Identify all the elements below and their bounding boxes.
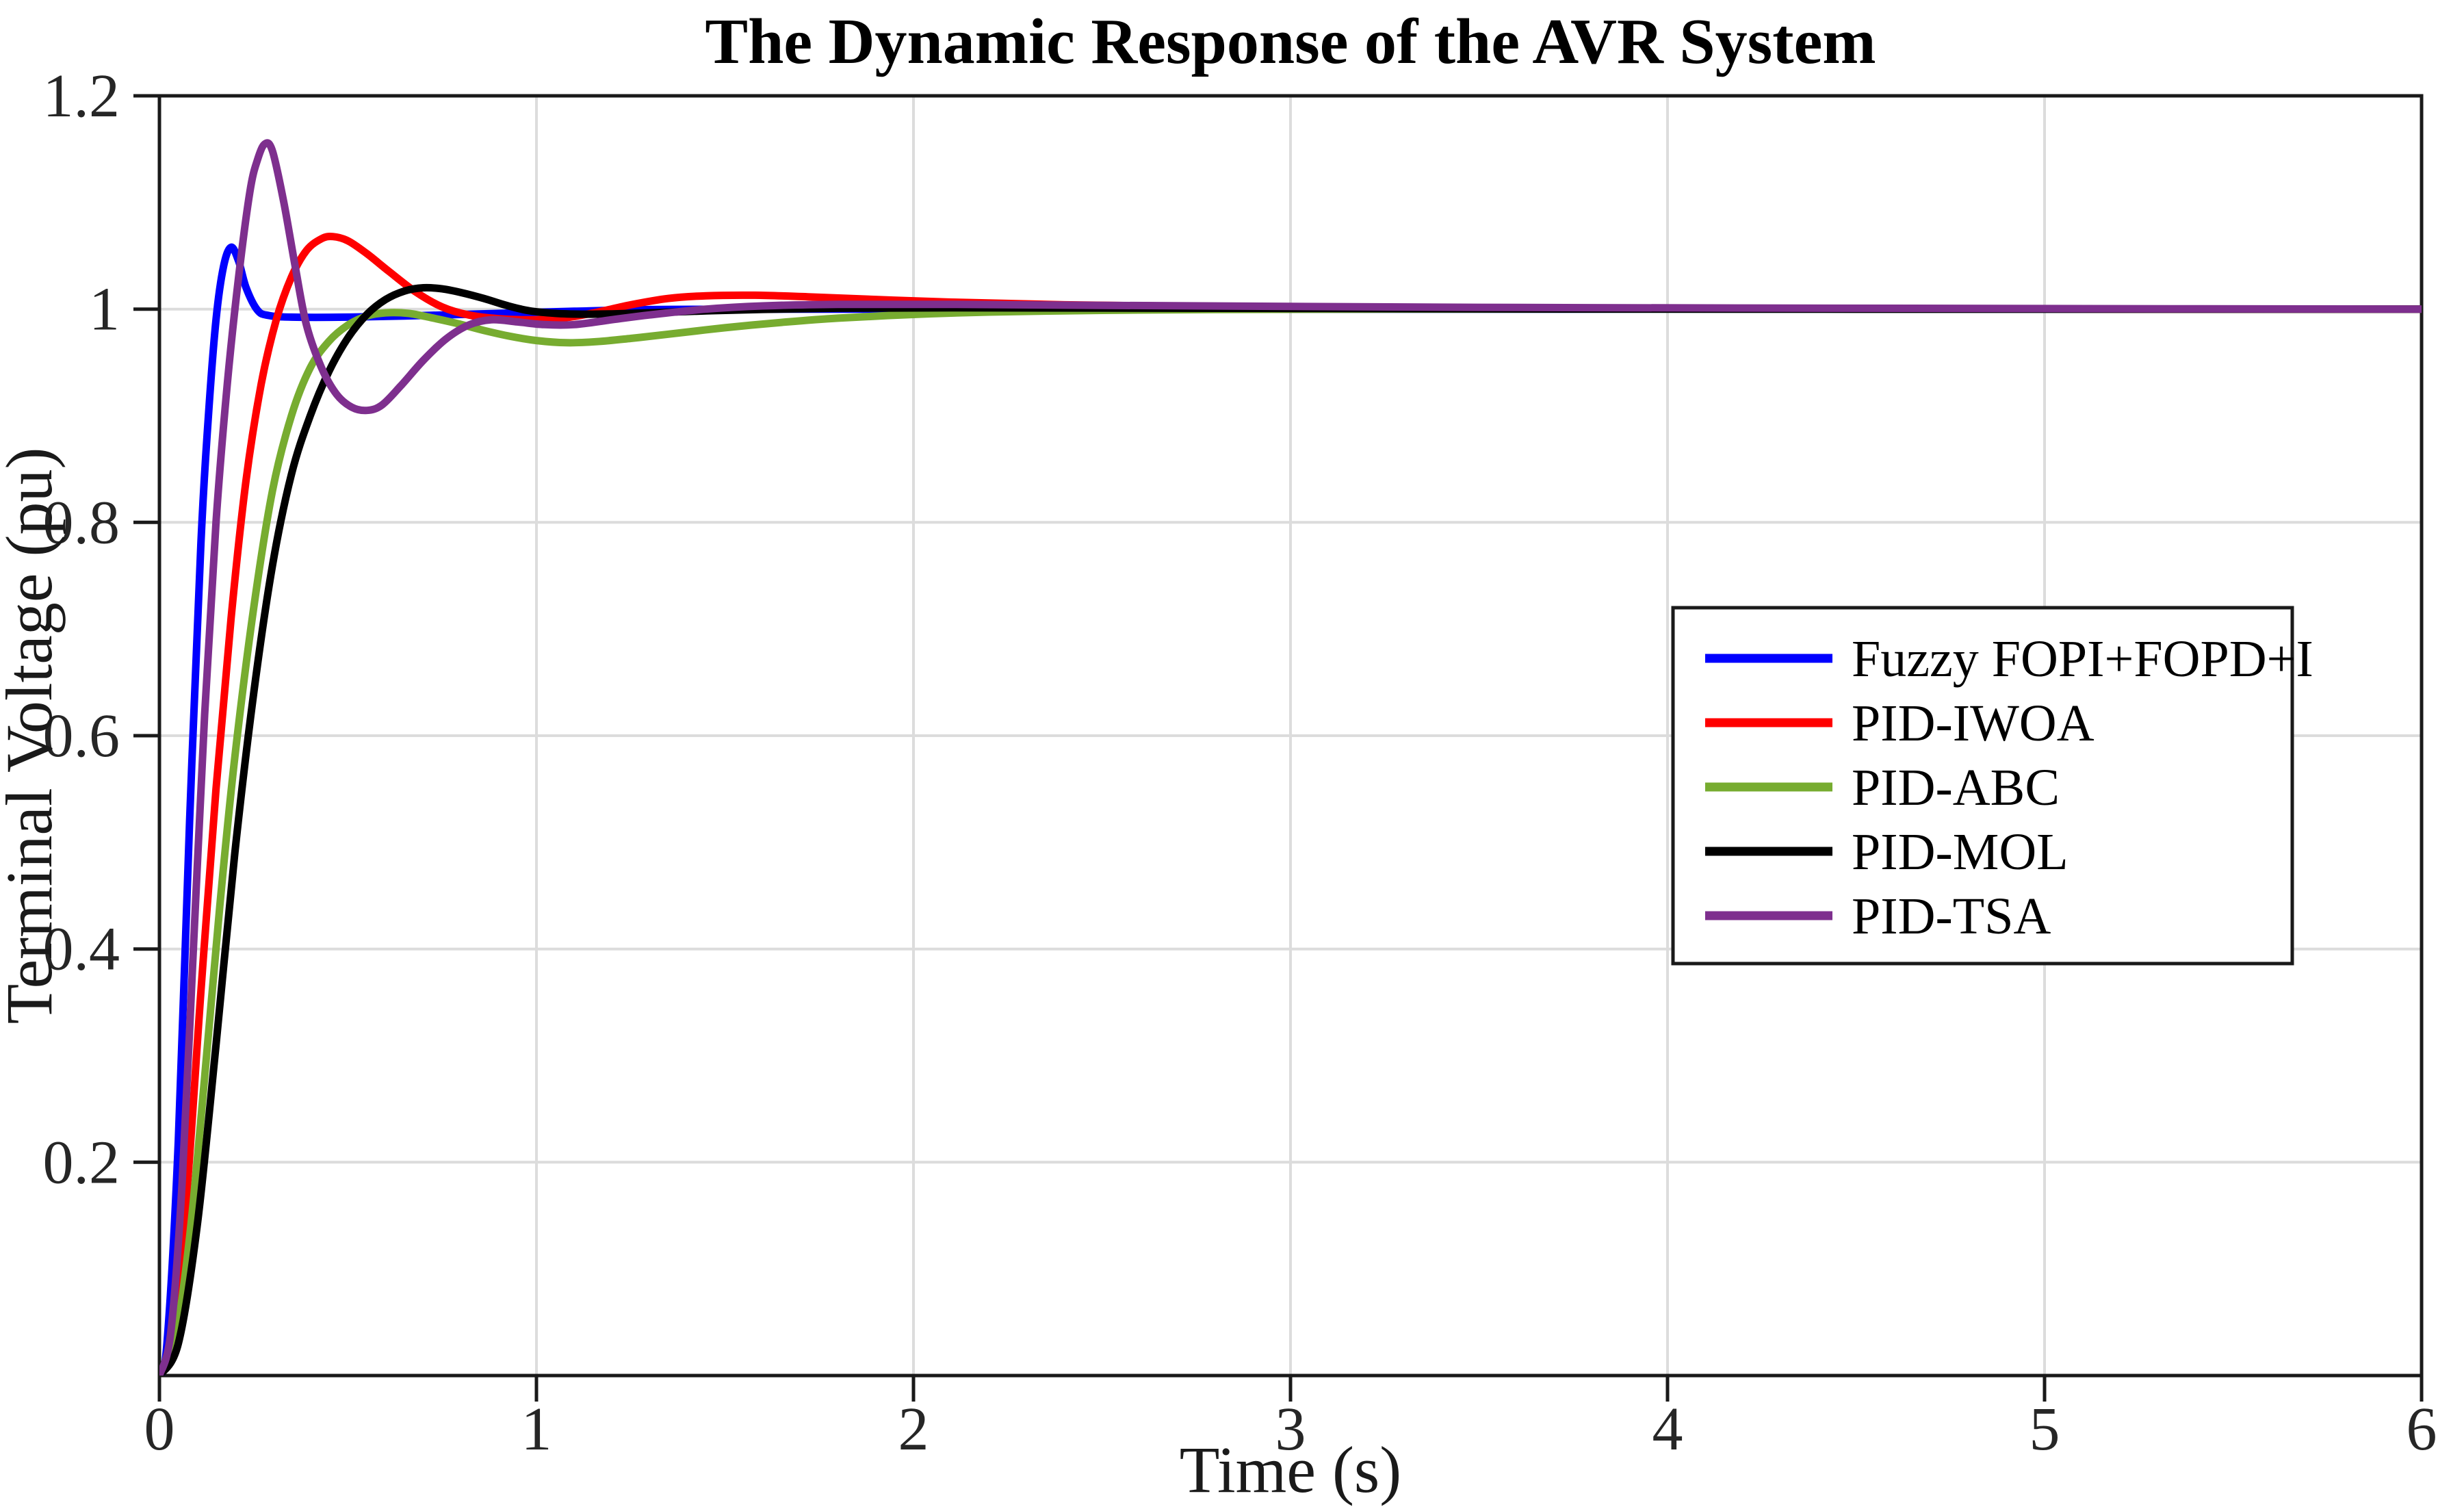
y-tick-label: 1.2 (43, 62, 120, 130)
y-tick-label: 0.8 (43, 489, 120, 556)
x-axis-label: Time (s) (1180, 1433, 1402, 1506)
plot-box (157, 94, 2424, 1378)
x-tick-label: 4 (1652, 1395, 1683, 1463)
chart-title: The Dynamic Response of the AVR System (705, 6, 1876, 77)
x-tick-label: 6 (2407, 1395, 2437, 1463)
x-tick-label: 3 (1275, 1395, 1306, 1463)
x-tick-label: 2 (898, 1395, 929, 1463)
series-pid-tsa (159, 139, 2422, 1376)
x-tick-labels: 0 1 2 3 4 5 6 (144, 1395, 2437, 1463)
y-tick-label: 0.6 (43, 702, 120, 770)
legend-label: PID-ABC (1852, 759, 2060, 816)
y-tick-label: 0.4 (43, 916, 120, 983)
y-tick-label: 0.2 (43, 1128, 120, 1196)
legend-label: PID-IWOA (1852, 695, 2095, 752)
legend: Fuzzy FOPI+FOPD+I PID-IWOA PID-ABC PID-MOL P… (1671, 606, 2313, 966)
x-tick-label: 1 (521, 1395, 552, 1463)
axis-ticks (133, 94, 2424, 1402)
x-tick-label: 5 (2029, 1395, 2060, 1463)
legend-label: PID-MOL (1852, 823, 2069, 881)
series-group (159, 139, 2422, 1376)
legend-label: PID-TSA (1852, 888, 2051, 945)
y-tick-label: 1 (89, 276, 120, 344)
y-axis-label: Terminal Voltage (pu) (0, 448, 66, 1024)
legend-label: Fuzzy FOPI+FOPD+I (1852, 630, 2313, 688)
x-tick-label: 0 (144, 1395, 175, 1463)
y-tick-labels: 0.2 0.4 0.6 0.8 1 1.2 (43, 62, 120, 1196)
